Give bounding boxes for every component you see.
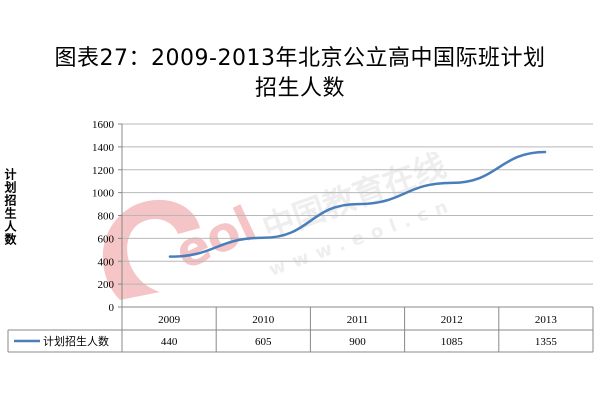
data-table-value: 900 [349, 336, 366, 348]
y-axis-ticks: 0 200 400 600 800 1000 1200 1400 1600 [92, 119, 123, 314]
y-tick-label: 1000 [92, 188, 115, 200]
x-category-label: 2010 [252, 314, 275, 326]
y-tick-label: 1600 [92, 119, 115, 131]
y-tick-label: 1400 [92, 142, 115, 154]
chart-title-line-1: 图表27：2009-2013年北京公立高中国际班计划 [54, 46, 546, 71]
y-axis-label: 计划招生人数 [3, 168, 17, 246]
data-point [545, 151, 547, 153]
data-point [262, 237, 264, 239]
series-layer [168, 150, 547, 258]
y-tick-label: 400 [98, 256, 115, 268]
data-point [451, 182, 453, 184]
x-category-label: 2013 [535, 314, 558, 326]
y-tick-label: 800 [98, 211, 115, 223]
x-category-label: 2009 [158, 314, 181, 326]
data-table-value: 1355 [535, 336, 558, 348]
x-category-label: 2012 [441, 314, 463, 326]
y-tick-label: 1200 [92, 165, 115, 177]
data-table-value: 1085 [441, 336, 464, 348]
watermark-logo-swoosh [102, 199, 200, 300]
data-table-value: 440 [161, 336, 178, 348]
data-table: 2009 2010 2011 2012 2013 计划招生人数 440 605 900 1085 1… [7, 306, 594, 353]
y-tick-label: 600 [98, 233, 115, 245]
y-tick-label: 0 [109, 302, 115, 314]
x-category-label: 2011 [347, 314, 369, 326]
data-point [168, 256, 170, 258]
data-table-value: 605 [255, 336, 272, 348]
legend-label: 计划招生人数 [43, 334, 109, 348]
y-tick-label: 200 [98, 279, 115, 291]
data-point [357, 203, 358, 205]
chart-title-line-2: 招生人数 [254, 76, 345, 101]
chart-title: 图表27：2009-2013年北京公立高中国际班计划 招生人数 [0, 44, 600, 104]
